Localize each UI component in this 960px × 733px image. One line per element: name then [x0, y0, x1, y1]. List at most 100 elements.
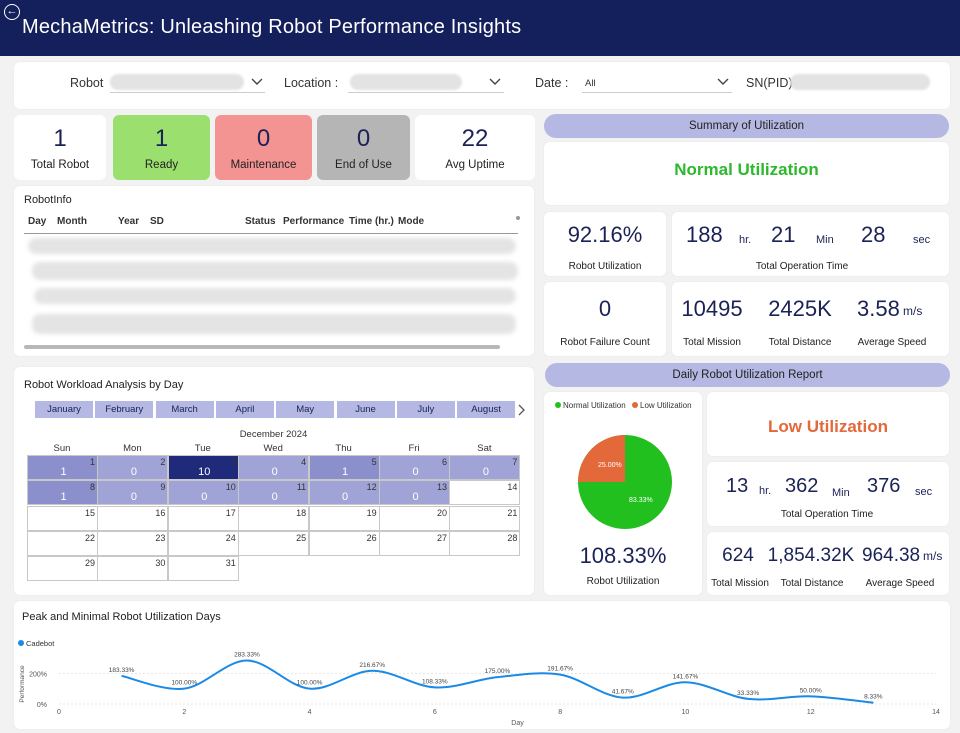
weekday-thu: Thu — [335, 443, 352, 454]
col-header-performance[interactable]: Performance — [283, 216, 345, 227]
kpi-maintenance[interactable]: 0 Maintenance — [215, 115, 312, 180]
summary-failure-label: Robot Failure Count — [560, 337, 650, 348]
summary-total-mission-label: Total Mission — [683, 337, 741, 348]
kpi-label: Avg Uptime — [445, 159, 505, 171]
calendar-day-cell[interactable]: 28 — [449, 530, 521, 556]
calendar-day-cell[interactable]: 30 — [97, 556, 169, 582]
calendar-day-cell[interactable]: 22 — [27, 530, 98, 556]
y-tick-label: 200% — [29, 671, 47, 678]
month-may[interactable]: May — [276, 401, 335, 418]
calendar-day-cell[interactable]: 18 — [238, 505, 310, 531]
month-april[interactable]: April — [215, 401, 274, 418]
calendar-day-number: 7 — [512, 457, 518, 467]
calendar-day-number: 12 — [366, 482, 377, 493]
robot-filter-chevron-down-icon[interactable] — [250, 74, 264, 88]
horizontal-scrollbar[interactable] — [24, 345, 500, 349]
calendar-day-cell[interactable]: 23 — [97, 530, 169, 556]
col-header-year[interactable]: Year — [118, 216, 140, 227]
col-header-mode[interactable]: Mode — [398, 216, 425, 227]
calendar-day-cell[interactable]: 16 — [97, 505, 169, 531]
calendar-day-cell[interactable]: 15 — [27, 505, 98, 531]
summary-op-hours: 188 — [686, 222, 723, 247]
calendar-day-value: 0 — [482, 466, 489, 478]
kpi-end-of-use[interactable]: 0 End of Use — [317, 115, 410, 180]
daily-status: Low Utilization — [768, 417, 888, 436]
sn-filter-value[interactable] — [790, 74, 930, 90]
col-header-time[interactable]: Time (hr.) — [349, 216, 394, 227]
kpi-label: Maintenance — [230, 159, 297, 171]
col-header-month[interactable]: Month — [57, 216, 87, 227]
table-body[interactable] — [24, 234, 518, 342]
calendar-day-cell[interactable]: 17 — [167, 505, 239, 531]
month-july[interactable]: July — [396, 401, 455, 418]
robot-filter-value[interactable] — [110, 74, 244, 90]
calendar-day-cell[interactable]: 20 — [379, 505, 450, 531]
col-header-status[interactable]: Status — [245, 216, 276, 227]
summary-utilization-label: Robot Utilization — [568, 261, 642, 272]
calendar-day-cell[interactable]: 10 0 — [167, 480, 239, 506]
col-header-day[interactable]: Day — [28, 216, 47, 227]
weekday-wed: Wed — [263, 443, 283, 454]
calendar-day-cell[interactable]: 19 — [308, 505, 380, 531]
daily-pie-chart[interactable]: 25.00% 83.33% — [577, 434, 673, 530]
data-label: 108.33% — [422, 678, 448, 685]
peak-line-chart[interactable]: 0% 200% 0 2 4 6 8 10 12 14 Day Performance 183.33% 10… — [14, 648, 950, 728]
robot-info-title: RobotInfo — [24, 194, 72, 206]
pie-slice-low[interactable] — [578, 435, 625, 482]
calendar-day-number: 15 — [84, 507, 95, 518]
calendar-day-number: 20 — [436, 507, 447, 518]
daily-mission-card — [707, 532, 949, 595]
month-june[interactable]: June — [336, 401, 395, 418]
summary-avg-speed: 3.58 — [857, 296, 900, 321]
chevron-right-icon[interactable] — [516, 403, 526, 417]
table-row[interactable] — [32, 262, 518, 280]
daily-min-unit: Min — [832, 487, 850, 499]
calendar-day-cell[interactable]: 11 0 — [238, 480, 310, 506]
calendar-day-cell[interactable]: 14 — [449, 480, 521, 506]
month-august[interactable]: August — [457, 401, 516, 418]
back-arrow-icon[interactable]: ← — [4, 4, 20, 20]
calendar-day-cell[interactable]: 3 10 — [167, 455, 239, 480]
table-row[interactable] — [32, 314, 516, 334]
calendar-day-cell[interactable]: 25 — [238, 530, 310, 556]
col-header-sd[interactable]: SD — [150, 216, 164, 227]
location-filter-chevron-down-icon[interactable] — [488, 74, 502, 88]
calendar-day-cell[interactable]: 12 0 — [308, 480, 380, 506]
weekday-mon: Mon — [123, 443, 142, 454]
calendar-day-number: 2 — [160, 457, 166, 467]
month-february[interactable]: February — [95, 401, 154, 418]
kpi-label: Total Robot — [30, 159, 90, 171]
kpi-ready[interactable]: 1 Ready — [113, 115, 210, 180]
kpi-value: 0 — [356, 125, 371, 152]
summary-avg-speed-label: Average Speed — [857, 337, 927, 348]
kpi-value: 1 — [154, 125, 169, 152]
calendar-day-cell[interactable]: 24 — [167, 530, 239, 556]
calendar-day-cell[interactable]: 31 — [167, 556, 239, 582]
location-filter-label: Location : — [284, 76, 339, 90]
calendar-day-cell[interactable]: 29 — [27, 556, 98, 582]
calendar-day-cell[interactable]: 27 — [379, 530, 450, 556]
table-row[interactable] — [34, 288, 516, 304]
calendar-day-cell[interactable]: 21 — [449, 505, 521, 531]
calendar-day-number: 24 — [225, 532, 236, 543]
month-march[interactable]: March — [155, 401, 214, 418]
date-filter-value[interactable]: All — [585, 78, 596, 89]
calendar-day-cell[interactable]: 13 0 — [379, 480, 450, 506]
table-row[interactable] — [28, 238, 516, 254]
calendar-day-value: 0 — [130, 491, 137, 504]
summary-op-label: Total Operation Time — [755, 261, 849, 272]
calendar-day-cell[interactable]: 26 — [308, 530, 380, 556]
date-filter-chevron-down-icon[interactable] — [716, 74, 730, 88]
calendar-day-value: 0 — [271, 466, 278, 478]
month-january[interactable]: January — [35, 401, 93, 418]
x-tick-label: 12 — [807, 709, 815, 716]
location-filter-value[interactable] — [350, 74, 462, 90]
